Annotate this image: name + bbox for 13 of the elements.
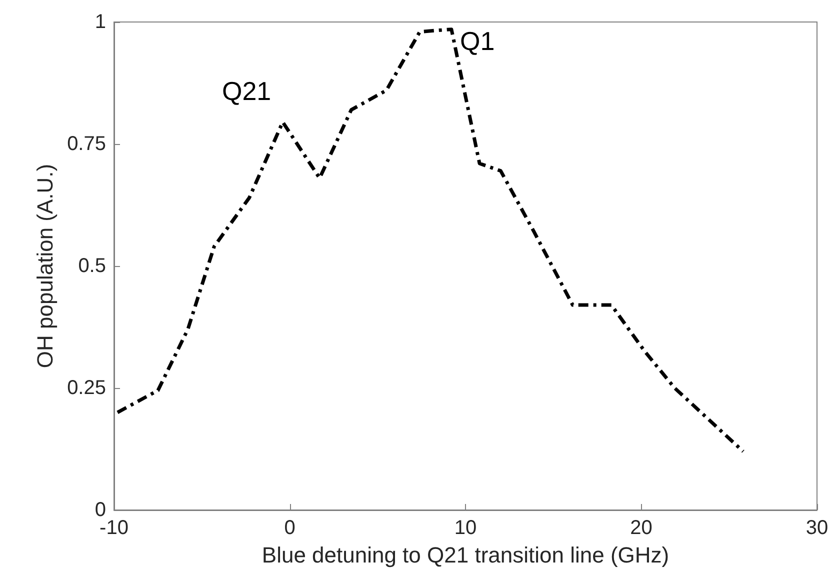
annotation: Q21 (222, 76, 272, 106)
y-tick-label: 0.25 (67, 377, 106, 399)
x-tick-label: 0 (284, 517, 296, 539)
x-tick-label: 20 (630, 517, 652, 539)
y-tick-label: 0.75 (67, 133, 106, 155)
x-tick-label: 10 (454, 517, 477, 539)
annotation: Q1 (460, 26, 495, 56)
line-series (116, 28, 745, 454)
y-tick-label: 0.5 (78, 255, 106, 277)
y-axis-title: OH population (A.U.) (32, 164, 58, 368)
x-axis-title: Blue detuning to Q21 transition line (GHz) (262, 542, 670, 568)
x-tick-label: 30 (806, 517, 828, 539)
y-tick-label: 1 (94, 11, 106, 33)
